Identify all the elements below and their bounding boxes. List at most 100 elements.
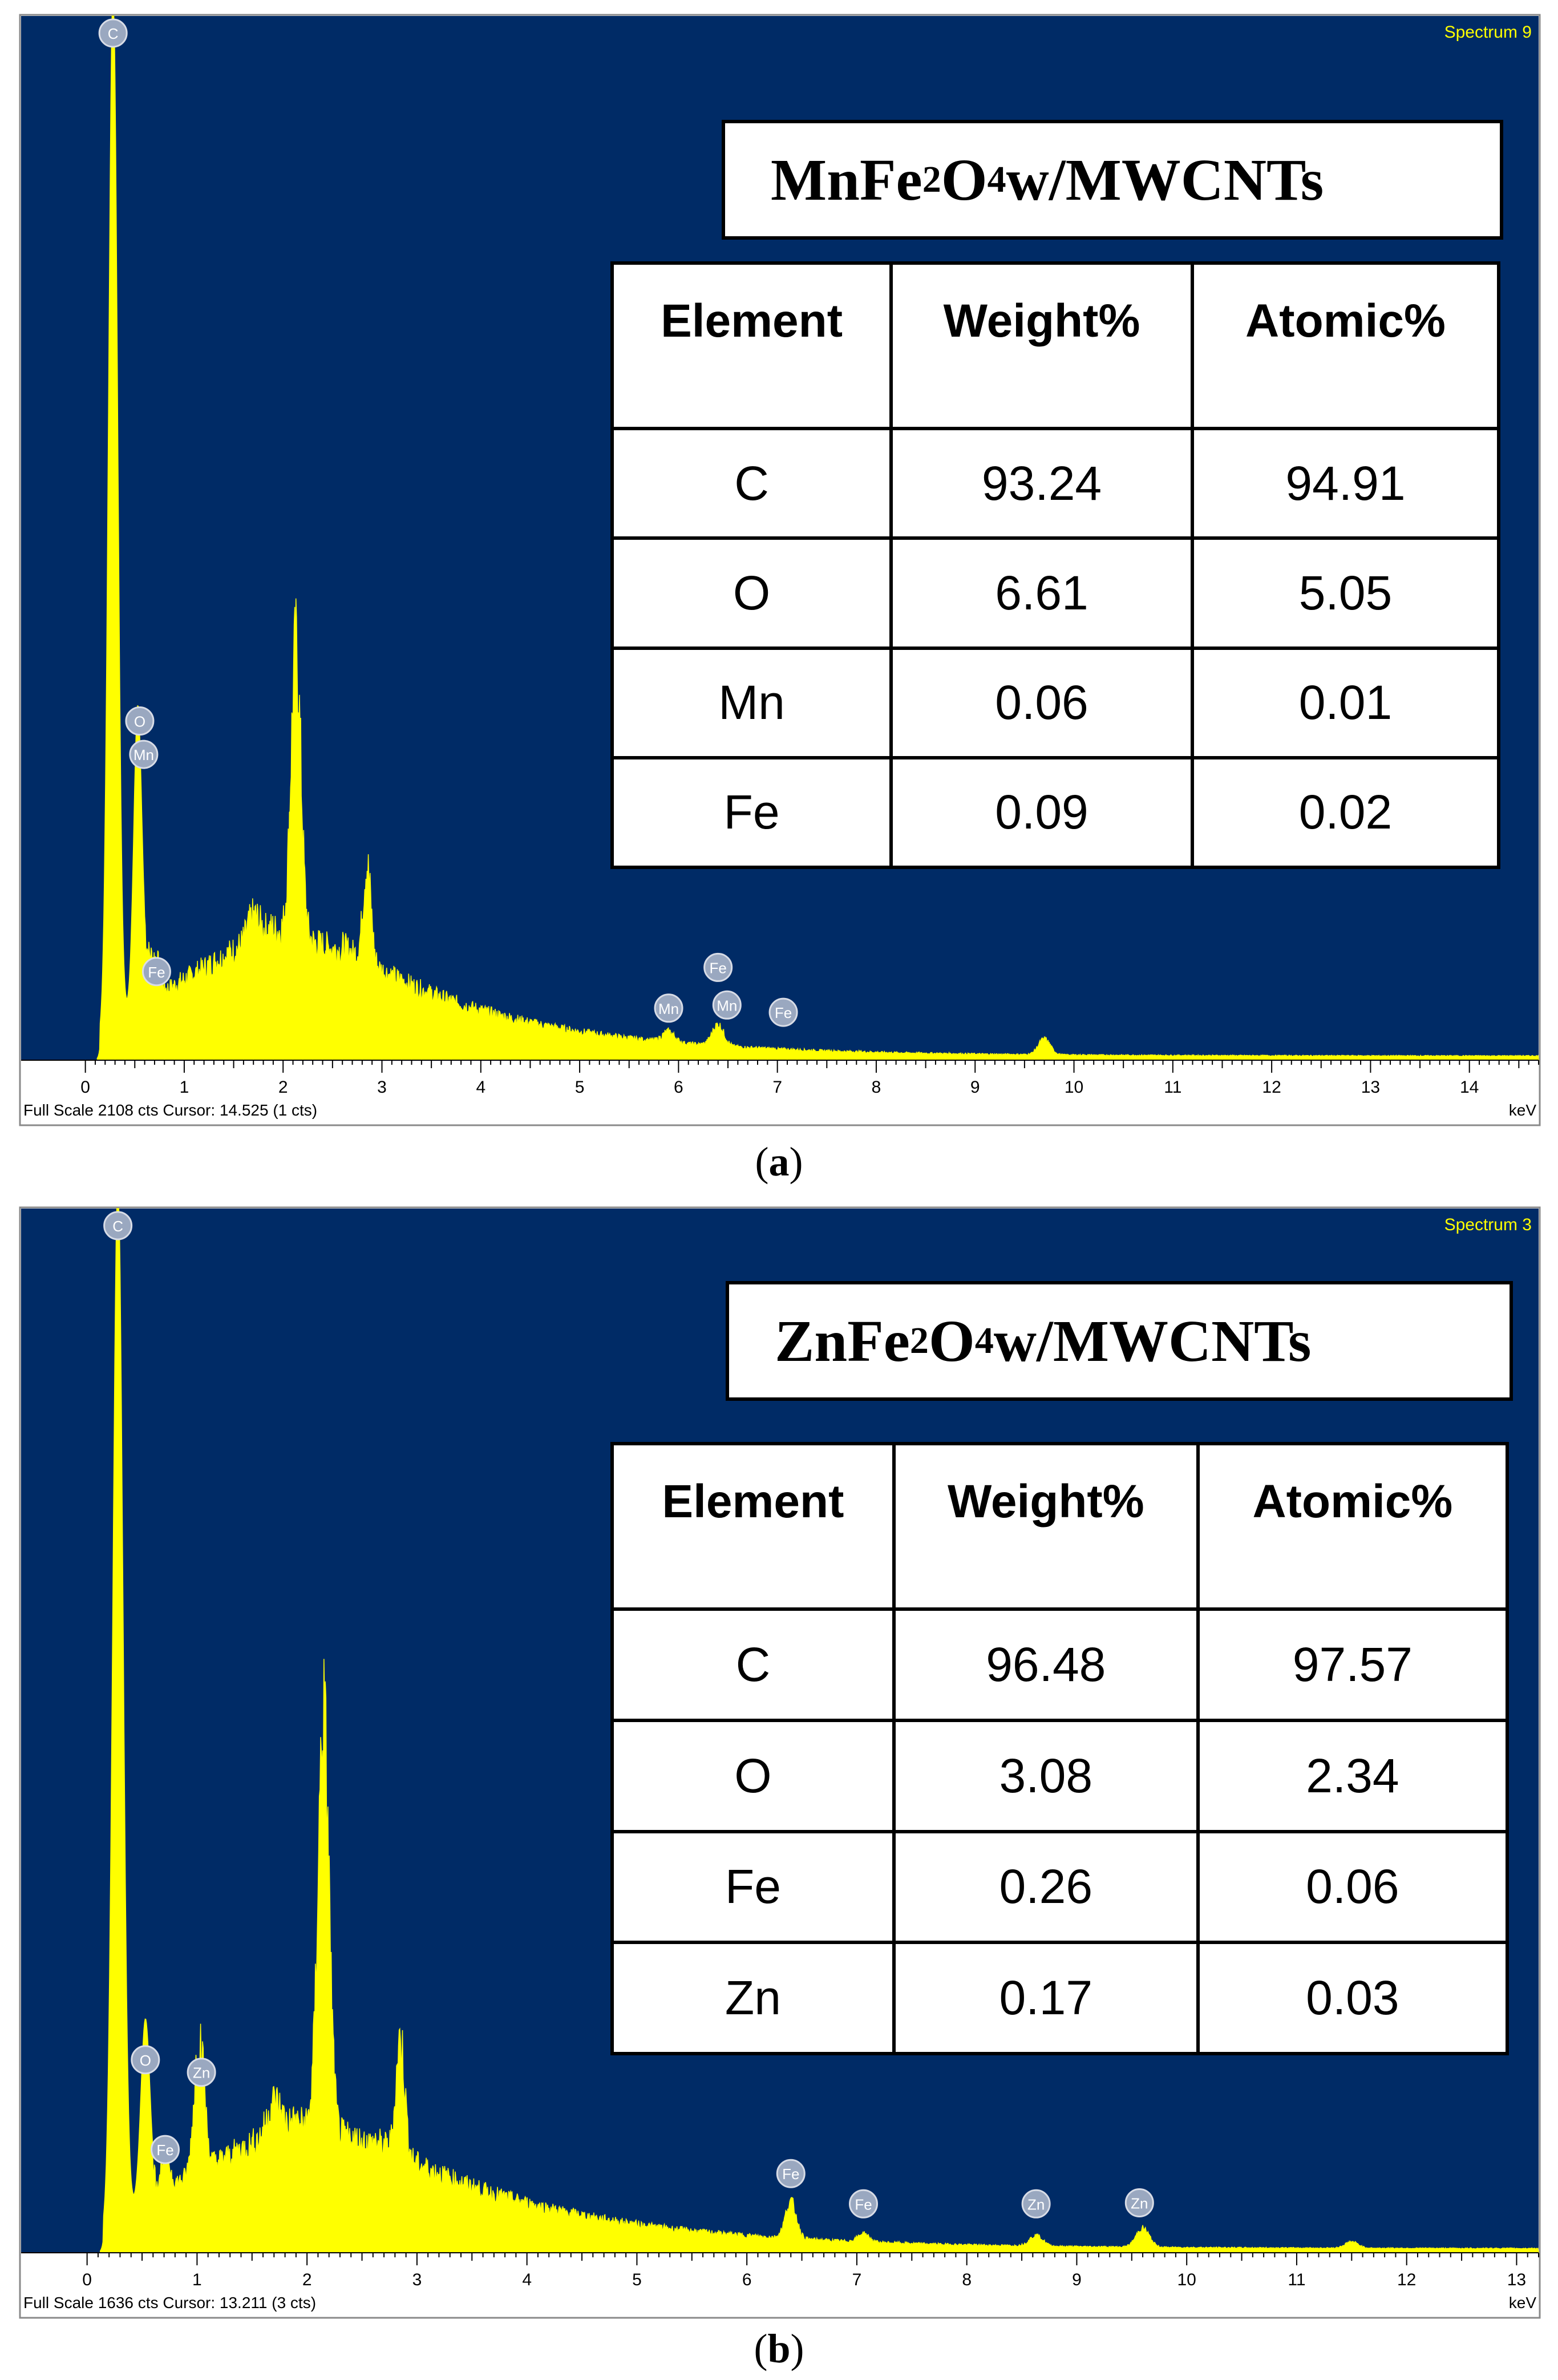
x-tick-label: 6 bbox=[742, 2270, 752, 2289]
table-header-row: Element Weight% Atomic% bbox=[610, 1442, 1510, 1611]
x-tick-label: 5 bbox=[632, 2270, 642, 2289]
x-tick-label: 8 bbox=[962, 2270, 972, 2289]
peak-label-fe: Fe bbox=[848, 2189, 878, 2219]
peak-label-zn: Zn bbox=[1124, 2188, 1154, 2217]
cell-element: O bbox=[610, 536, 893, 650]
svg-text:Zn: Zn bbox=[1027, 2196, 1045, 2213]
spectrum-panel-a: C O Mn Fe Mn Fe Mn Fe 0 1 2 3 4 5 6 7 8 9 10 11 12 13 14 Full S… bbox=[19, 14, 1541, 1185]
table-row: C 93.24 94.91 bbox=[610, 426, 1501, 540]
peak-label-c: C bbox=[98, 18, 128, 48]
peak-label-fe: Fe bbox=[141, 957, 171, 987]
x-tick-label: 8 bbox=[872, 1078, 881, 1097]
panel-caption-a: (a) bbox=[755, 1139, 803, 1185]
x-tick-label: 3 bbox=[377, 1078, 387, 1097]
peak-label-o: O bbox=[125, 706, 155, 736]
cell-element: Zn bbox=[610, 1941, 896, 2055]
composition-table-a: Element Weight% Atomic% C 93.24 94.91 O … bbox=[610, 261, 1501, 870]
x-tick-label: 13 bbox=[1507, 2270, 1526, 2289]
cell-atomic: 0.02 bbox=[1190, 755, 1501, 870]
cell-element: Fe bbox=[610, 755, 893, 870]
svg-text:Mn: Mn bbox=[717, 997, 737, 1014]
peak-label-fe: Fe bbox=[776, 2159, 806, 2188]
cell-weight: 0.26 bbox=[892, 1829, 1200, 1945]
svg-text:Zn: Zn bbox=[193, 2064, 210, 2082]
table-row: Mn 0.06 0.01 bbox=[610, 646, 1501, 759]
cell-weight: 0.17 bbox=[892, 1941, 1200, 2055]
x-tick-label: 10 bbox=[1065, 1078, 1083, 1097]
cell-weight: 0.06 bbox=[889, 646, 1194, 759]
table-row: C 96.48 97.57 bbox=[610, 1607, 1510, 1722]
cell-atomic: 2.34 bbox=[1196, 1718, 1510, 1833]
cell-element: Fe bbox=[610, 1829, 896, 1945]
cell-weight: 0.09 bbox=[889, 755, 1194, 870]
spectrum-label: Spectrum 3 bbox=[1444, 1215, 1532, 1234]
x-tick-label: 0 bbox=[82, 2270, 92, 2289]
cell-weight: 3.08 bbox=[892, 1718, 1200, 1833]
footer-scale-cursor: Full Scale 1636 cts Cursor: 13.211 (3 ct… bbox=[23, 2294, 316, 2312]
x-tick-label: 9 bbox=[970, 1078, 980, 1097]
cell-atomic: 0.06 bbox=[1196, 1829, 1510, 1945]
spectrum-trace bbox=[96, 15, 1539, 1061]
x-tick-label: 14 bbox=[1460, 1078, 1479, 1097]
svg-text:C: C bbox=[108, 25, 119, 42]
x-tick-label: 2 bbox=[278, 1078, 288, 1097]
svg-text:Fe: Fe bbox=[156, 2141, 173, 2159]
x-tick-label: 2 bbox=[302, 2270, 312, 2289]
axis-band bbox=[21, 2253, 1539, 2317]
axis-band bbox=[21, 1060, 1539, 1124]
cell-atomic: 0.01 bbox=[1190, 646, 1501, 759]
peak-label-mn: Mn bbox=[654, 993, 683, 1023]
table-row: Zn 0.17 0.03 bbox=[610, 1941, 1510, 2055]
footer-scale-cursor: Full Scale 2108 cts Cursor: 14.525 (1 ct… bbox=[23, 1101, 317, 1119]
peak-label-mn: Mn bbox=[712, 990, 742, 1020]
header-weight: Weight% bbox=[889, 261, 1194, 430]
header-atomic: Atomic% bbox=[1190, 261, 1501, 430]
peak-label-fe: Fe bbox=[151, 2135, 180, 2164]
cell-element: Mn bbox=[610, 646, 893, 759]
peak-label-o: O bbox=[131, 2045, 160, 2075]
cell-element: O bbox=[610, 1718, 896, 1833]
x-tick-label: 9 bbox=[1072, 2270, 1082, 2289]
sample-title-b: ZnFe 2 O 4 w/MWCNTs bbox=[726, 1281, 1513, 1401]
x-tick-label: 0 bbox=[80, 1078, 90, 1097]
x-tick-label: 1 bbox=[192, 2270, 202, 2289]
svg-text:Fe: Fe bbox=[710, 959, 727, 976]
spectrum-trace bbox=[100, 1208, 1539, 2253]
x-tick-label: 1 bbox=[180, 1078, 189, 1097]
peak-label-mn: Mn bbox=[129, 740, 159, 769]
svg-text:Mn: Mn bbox=[133, 746, 154, 763]
svg-text:Mn: Mn bbox=[658, 1000, 679, 1017]
svg-text:O: O bbox=[140, 2052, 151, 2069]
panel-caption-b: (b) bbox=[754, 2326, 804, 2371]
table-row: Fe 0.26 0.06 bbox=[610, 1829, 1510, 1945]
x-tick-label: 13 bbox=[1361, 1078, 1380, 1097]
svg-text:Zn: Zn bbox=[1131, 2195, 1148, 2212]
x-tick-label: 12 bbox=[1397, 2270, 1416, 2289]
x-unit-label: keV bbox=[1509, 2294, 1537, 2312]
x-tick-label: 5 bbox=[575, 1078, 585, 1097]
cell-atomic: 94.91 bbox=[1190, 426, 1501, 540]
table-row: O 3.08 2.34 bbox=[610, 1718, 1510, 1833]
x-tick-label: 6 bbox=[674, 1078, 683, 1097]
peak-label-c: C bbox=[103, 1211, 133, 1240]
peak-label-fe: Fe bbox=[703, 952, 733, 982]
table-row: O 6.61 5.05 bbox=[610, 536, 1501, 650]
svg-text:O: O bbox=[134, 713, 145, 730]
table-header-row: Element Weight% Atomic% bbox=[610, 261, 1501, 430]
svg-text:Fe: Fe bbox=[775, 1004, 792, 1021]
x-tick-label: 7 bbox=[772, 1078, 782, 1097]
peak-label-zn: Zn bbox=[187, 2058, 216, 2087]
cell-atomic: 5.05 bbox=[1190, 536, 1501, 650]
cell-atomic: 0.03 bbox=[1196, 1941, 1510, 2055]
cell-element: C bbox=[610, 426, 893, 540]
table-row: Fe 0.09 0.02 bbox=[610, 755, 1501, 870]
cell-weight: 6.61 bbox=[889, 536, 1194, 650]
header-weight: Weight% bbox=[892, 1442, 1200, 1611]
svg-text:Fe: Fe bbox=[148, 964, 165, 981]
cell-atomic: 97.57 bbox=[1196, 1607, 1510, 1722]
cell-element: C bbox=[610, 1607, 896, 1722]
cell-weight: 93.24 bbox=[889, 426, 1194, 540]
svg-text:Fe: Fe bbox=[855, 2196, 872, 2213]
svg-text:C: C bbox=[112, 1218, 123, 1235]
x-tick-label: 11 bbox=[1164, 1078, 1181, 1097]
